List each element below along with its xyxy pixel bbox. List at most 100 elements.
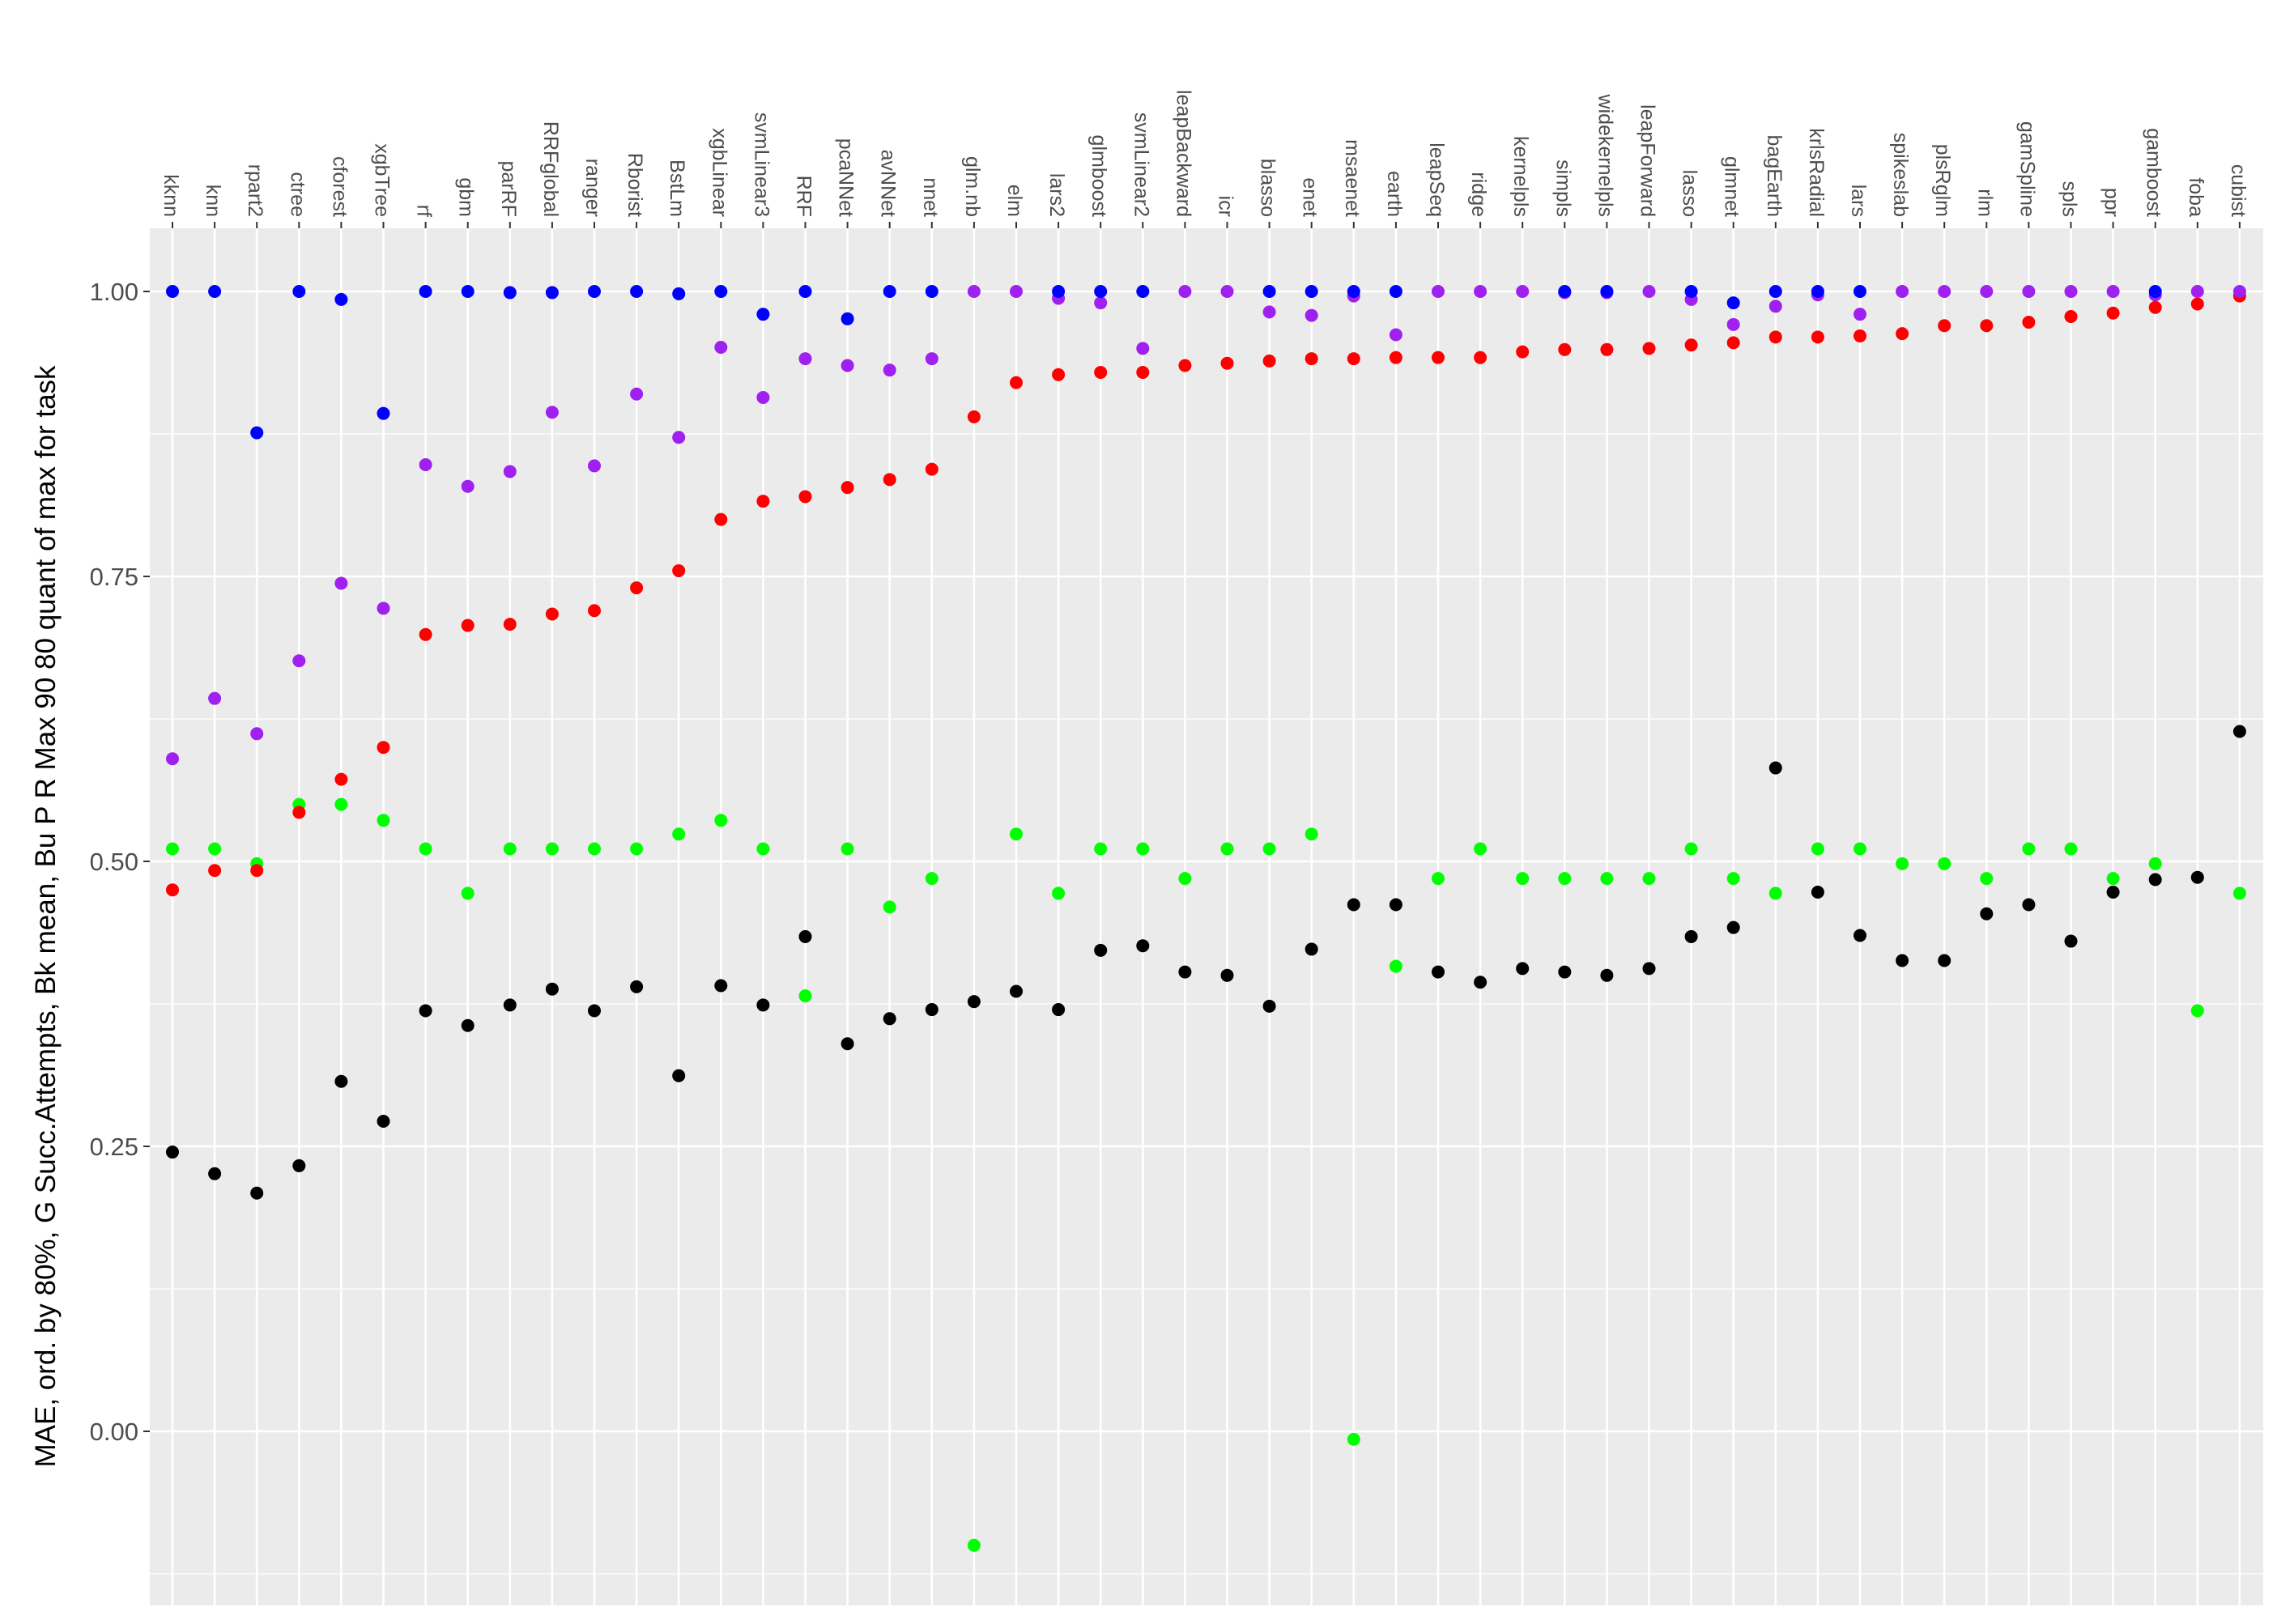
data-point	[1136, 285, 1150, 298]
data-point	[1262, 305, 1276, 319]
data-point	[250, 426, 264, 440]
data-point	[925, 872, 938, 886]
data-point	[2190, 297, 2204, 311]
data-point	[1220, 285, 1234, 298]
data-point	[1811, 330, 1824, 344]
data-point	[1768, 761, 1782, 775]
minor-gridlines	[150, 433, 2263, 1575]
data-point	[1136, 342, 1150, 355]
data-point	[967, 995, 981, 1009]
data-point	[1389, 898, 1402, 912]
data-point	[1516, 285, 1530, 298]
data-point	[1304, 352, 1318, 366]
data-point	[1474, 976, 1487, 989]
data-point	[756, 308, 770, 321]
data-point	[588, 842, 601, 856]
data-point	[630, 842, 644, 856]
x-tick-label: gbm	[455, 177, 478, 217]
data-point	[1010, 376, 1023, 389]
data-point	[1896, 285, 1909, 298]
data-point	[1010, 285, 1023, 298]
data-point	[419, 285, 432, 298]
x-tick-label: spls	[2058, 181, 2081, 217]
data-point	[630, 387, 644, 401]
data-point	[672, 563, 686, 577]
data-point	[1854, 308, 1866, 321]
data-point	[630, 980, 644, 993]
data-point	[2106, 872, 2120, 886]
data-point	[1347, 1432, 1360, 1446]
data-point	[1178, 285, 1192, 298]
data-point	[1811, 842, 1824, 856]
y-tick-label: 0.00	[90, 1418, 138, 1446]
data-point	[1938, 285, 1951, 298]
data-point	[1052, 1003, 1066, 1017]
data-point	[883, 285, 896, 298]
x-tick-label: elm	[1003, 185, 1026, 217]
data-point	[461, 619, 475, 632]
x-tick-label: lars2	[1045, 173, 1068, 217]
x-tick-label: BstLm	[666, 159, 688, 217]
data-point	[1474, 351, 1487, 364]
data-point	[545, 286, 559, 300]
data-point	[1642, 342, 1656, 355]
data-point	[2232, 285, 2246, 298]
data-point	[1768, 285, 1782, 298]
data-point	[1389, 285, 1402, 298]
data-point	[841, 312, 854, 325]
data-point	[1811, 886, 1824, 899]
data-point	[1938, 857, 1951, 870]
x-tick-label: simpls	[1551, 159, 1574, 217]
data-point	[1980, 285, 1994, 298]
data-point	[1896, 954, 1909, 967]
x-tick-label: leapForward	[1636, 104, 1659, 217]
data-point	[672, 1069, 686, 1082]
y-axis-title: MAE, ord. by 80%, G Succ.Attempts, Bk me…	[30, 365, 62, 1468]
data-point	[2064, 309, 2078, 323]
data-point	[1854, 329, 1866, 342]
data-point	[334, 1074, 348, 1088]
data-point	[1136, 365, 1150, 379]
x-tick-label: cforest	[328, 156, 351, 217]
data-point	[377, 1115, 390, 1129]
data-point	[292, 285, 306, 298]
data-point	[672, 431, 686, 444]
y-tick-label: 0.75	[90, 563, 138, 591]
data-point	[1516, 872, 1530, 886]
data-point	[1304, 285, 1318, 298]
x-tick-label: krlsRadial	[1805, 128, 1828, 217]
x-tick-label: rf	[413, 205, 436, 217]
data-point	[1262, 842, 1276, 856]
data-point	[1726, 317, 1740, 331]
data-point	[166, 285, 179, 298]
data-point	[1600, 872, 1614, 886]
data-point	[292, 1158, 306, 1172]
data-point	[1052, 368, 1066, 381]
data-point	[2064, 285, 2078, 298]
y-tick-label: 0.25	[90, 1133, 138, 1161]
data-point	[1642, 962, 1656, 976]
data-point	[2022, 842, 2036, 856]
data-point	[503, 465, 517, 478]
data-point	[166, 752, 179, 766]
y-tick-label: 1.00	[90, 278, 138, 306]
data-point	[1389, 351, 1402, 364]
data-point	[1136, 842, 1150, 856]
data-point	[166, 1146, 179, 1159]
x-tick-label: parRF	[497, 161, 520, 217]
data-point	[1684, 338, 1698, 352]
data-point	[1768, 330, 1782, 344]
data-point	[1558, 285, 1572, 298]
data-point	[1811, 285, 1824, 298]
data-point	[1600, 342, 1614, 356]
data-point	[798, 929, 812, 943]
x-tick-label: ridge	[1467, 172, 1490, 217]
data-point	[1896, 857, 1909, 870]
data-point	[1432, 285, 1445, 298]
data-point	[841, 481, 854, 495]
x-tick-label: enet	[1299, 177, 1322, 217]
data-point	[419, 627, 432, 641]
data-point	[672, 287, 686, 300]
data-point	[166, 883, 179, 897]
